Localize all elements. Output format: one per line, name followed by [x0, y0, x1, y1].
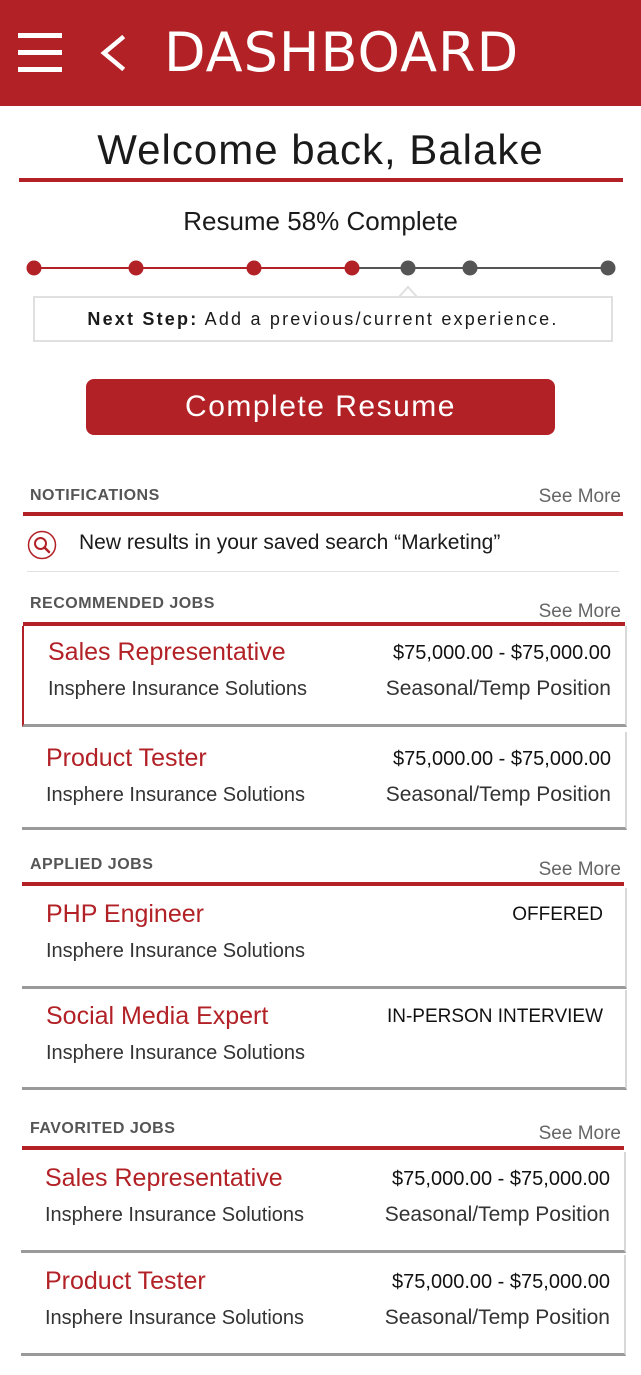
progress-step-3: [246, 260, 262, 276]
favorited-jobs-title: FAVORITED JOBS: [30, 1120, 176, 1137]
job-title[interactable]: PHP Engineer: [46, 900, 204, 928]
applied-jobs-divider: [22, 882, 624, 886]
progress-step-6: [462, 260, 478, 276]
recommended-jobs-divider: [23, 622, 625, 626]
resume-progress-label: Resume 58% Complete: [183, 206, 458, 236]
company-name: Insphere Insurance Solutions: [45, 1307, 305, 1329]
resume-progress-stepper: [26, 260, 616, 276]
page-title: DASHBOARD: [164, 21, 520, 84]
chevron-left-icon[interactable]: [96, 28, 130, 78]
recommended-jobs-see-more-link[interactable]: See More: [538, 601, 621, 622]
favorited-jobs-divider: [22, 1146, 624, 1150]
job-title[interactable]: Sales Representative: [45, 1164, 283, 1192]
job-title[interactable]: Sales Representative: [48, 638, 286, 666]
notifications-divider: [23, 512, 623, 516]
applied-jobs-see-more-link[interactable]: See More: [538, 859, 621, 880]
position-type: Seasonal/Temp Position: [384, 1306, 610, 1329]
welcome-heading: Welcome back, Balake: [97, 126, 544, 173]
notifications-title: NOTIFICATIONS: [30, 487, 160, 504]
hamburger-icon[interactable]: [18, 33, 62, 73]
notification-item[interactable]: New results in your saved search “Market…: [27, 524, 619, 572]
job-card[interactable]: Sales Representative Insphere Insurance …: [22, 626, 627, 727]
welcome-divider: [19, 178, 623, 182]
salary-range: $75,000.00 - $75,000.00: [392, 1168, 610, 1190]
company-name: Insphere Insurance Solutions: [46, 1042, 306, 1064]
next-step-label: Next Step:: [87, 309, 199, 329]
progress-step-5: [400, 260, 416, 276]
company-name: Insphere Insurance Solutions: [46, 784, 306, 806]
progress-step-7: [600, 260, 616, 276]
applied-jobs-title: APPLIED JOBS: [30, 856, 154, 873]
application-status: OFFERED: [512, 904, 603, 925]
app-header: DASHBOARD: [0, 0, 641, 106]
company-name: Insphere Insurance Solutions: [46, 940, 306, 962]
salary-range: $75,000.00 - $75,000.00: [393, 642, 611, 664]
application-status: IN-PERSON INTERVIEW: [386, 1006, 603, 1027]
company-name: Insphere Insurance Solutions: [45, 1204, 305, 1226]
next-step-text: Add a previous/current experience.: [204, 309, 559, 329]
position-type: Seasonal/Temp Position: [385, 677, 611, 700]
recommended-jobs-title: RECOMMENDED JOBS: [30, 595, 215, 612]
complete-resume-button[interactable]: Complete Resume: [86, 379, 555, 435]
notification-text: New results in your saved search “Market…: [79, 531, 501, 554]
search-icon: [27, 530, 57, 560]
notifications-see-more-link[interactable]: See More: [538, 486, 621, 507]
job-card[interactable]: Product Tester Insphere Insurance Soluti…: [22, 732, 627, 830]
progress-step-1: [26, 260, 42, 276]
applied-job-card[interactable]: Social Media Expert Insphere Insurance S…: [22, 990, 627, 1090]
favorited-job-card[interactable]: Product Tester Insphere Insurance Soluti…: [21, 1255, 626, 1356]
favorited-jobs-see-more-link[interactable]: See More: [538, 1123, 621, 1144]
salary-range: $75,000.00 - $75,000.00: [393, 748, 611, 770]
favorited-job-card[interactable]: Sales Representative Insphere Insurance …: [21, 1152, 626, 1253]
position-type: Seasonal/Temp Position: [384, 1203, 610, 1226]
progress-step-2: [128, 260, 144, 276]
company-name: Insphere Insurance Solutions: [48, 678, 308, 700]
job-title[interactable]: Product Tester: [46, 744, 207, 772]
applied-job-card[interactable]: PHP Engineer Insphere Insurance Solution…: [22, 888, 627, 989]
position-type: Seasonal/Temp Position: [385, 783, 611, 806]
job-title[interactable]: Product Tester: [45, 1267, 206, 1295]
job-title[interactable]: Social Media Expert: [46, 1002, 269, 1030]
salary-range: $75,000.00 - $75,000.00: [392, 1271, 610, 1293]
next-step-hint: Next Step: Add a previous/current experi…: [33, 296, 613, 342]
progress-step-4: [344, 260, 360, 276]
